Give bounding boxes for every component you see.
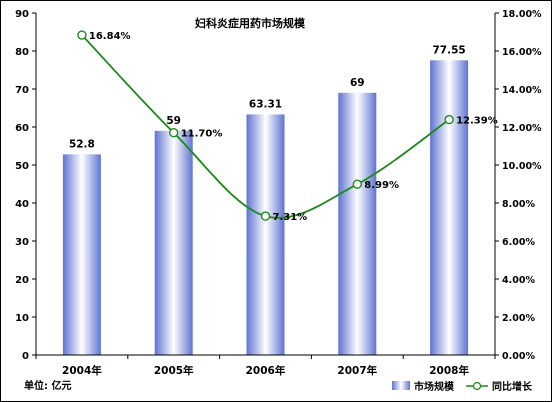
- bar-3: [338, 92, 377, 356]
- x-tick-label-3: 2007年: [337, 364, 377, 377]
- left-tick-label-6: 60: [15, 123, 29, 134]
- right-tick-label-0: 0.00%: [502, 351, 535, 362]
- x-tick-label-0: 2004年: [62, 364, 102, 377]
- x-tick-label-4: 2008年: [429, 364, 469, 377]
- left-tick-label-9: 90: [15, 9, 29, 20]
- growth-point-2: [260, 211, 271, 221]
- left-tick-label-8: 80: [15, 47, 29, 58]
- unit-label: 单位: 亿元: [24, 379, 71, 392]
- legend: 市场规模 同比增长: [392, 380, 533, 393]
- growth-point-0: [77, 30, 87, 40]
- left-tick-label-5: 50: [15, 161, 29, 172]
- axes-layer: [32, 12, 499, 359]
- bar-value-label-0: 52.8: [69, 138, 95, 150]
- right-tick-label-7: 14.00%: [502, 85, 542, 96]
- right-tick-label-8: 16.00%: [502, 47, 542, 58]
- growth-point-1: [168, 127, 179, 138]
- bar-value-label-4: 77.55: [432, 44, 465, 56]
- growth-point-4: [444, 114, 454, 125]
- legend-bar-swatch: [392, 381, 410, 390]
- bar-2: [246, 114, 285, 355]
- bar-value-label-2: 63.31: [249, 98, 282, 110]
- growth-value-label-4: 12.39%: [456, 116, 498, 127]
- left-tick-label-2: 20: [15, 275, 29, 286]
- legend-line-label: 同比增长: [492, 380, 533, 393]
- x-tick-label-1: 2005年: [154, 364, 194, 377]
- line-layer: [77, 30, 454, 221]
- right-tick-label-1: 2.00%: [502, 313, 535, 324]
- bar-0: [62, 154, 101, 355]
- left-tick-label-7: 70: [15, 85, 29, 96]
- right-tick-label-5: 10.00%: [502, 161, 542, 172]
- legend-bar-label: 市场规模: [414, 380, 455, 393]
- left-tick-label-0: 0: [22, 351, 29, 362]
- right-tick-label-6: 12.00%: [502, 123, 542, 134]
- labels-layer: 52.8 59 63.31 69 77.55 0 10 20 30 40 50 60 70 80 90 0.0…: [15, 9, 542, 377]
- right-tick-label-2: 4.00%: [502, 275, 535, 286]
- right-tick-label-9: 18.00%: [502, 9, 542, 20]
- left-tick-label-3: 30: [15, 237, 29, 248]
- bar-value-label-3: 69: [350, 77, 365, 89]
- growth-value-label-3: 8.99%: [364, 180, 399, 191]
- right-tick-label-3: 6.00%: [502, 237, 535, 248]
- left-tick-label-1: 10: [15, 313, 29, 324]
- left-tick-label-4: 40: [15, 199, 29, 210]
- bars-layer: [62, 60, 469, 356]
- growth-value-label-0: 16.84%: [89, 31, 131, 42]
- x-tick-label-2: 2006年: [246, 364, 286, 377]
- growth-value-label-2: 7.31%: [273, 212, 308, 223]
- bar-4: [430, 60, 469, 356]
- bar-1: [154, 130, 193, 355]
- bar-value-label-1: 59: [166, 115, 181, 127]
- legend-line-marker: [472, 381, 482, 391]
- chart-title: 妇科炎症用药市场规模: [194, 16, 306, 30]
- right-tick-label-4: 8.00%: [502, 199, 535, 210]
- growth-point-3: [352, 179, 362, 189]
- growth-value-label-1: 11.70%: [181, 129, 223, 140]
